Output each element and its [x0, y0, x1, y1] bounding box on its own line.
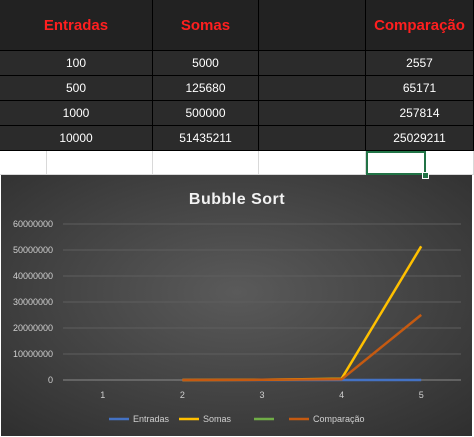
chart-svg: Bubble Sort 0 10000000 20000000 30000000 400…	[1, 175, 472, 436]
legend: Entradas Somas Comparação	[109, 414, 365, 424]
series-lines	[182, 245, 423, 382]
grid-lines	[63, 223, 461, 381]
legend-label: Comparação	[313, 414, 365, 424]
y-tick-label: 40000000	[13, 271, 53, 281]
table-cell[interactable]: 500000	[153, 101, 259, 126]
header-cell-empty[interactable]	[259, 0, 366, 51]
y-axis-labels: 0 10000000 20000000 30000000 40000000 5000000…	[13, 219, 53, 385]
table-cell[interactable]: 65171	[366, 76, 474, 101]
table-cell[interactable]: 5000	[153, 51, 259, 76]
y-tick-label: 20000000	[13, 323, 53, 333]
line-chart[interactable]: Bubble Sort 0 10000000 20000000 30000000 400…	[1, 175, 472, 436]
table-cell[interactable]: 500	[0, 76, 153, 101]
spreadsheet-grid: Entradas Somas Comparação 100 5000 2557 …	[0, 0, 474, 179]
chart-title: Bubble Sort	[189, 191, 285, 208]
table-cell[interactable]: 100	[0, 51, 153, 76]
empty-cell[interactable]	[153, 151, 259, 175]
header-cell-entradas[interactable]: Entradas	[0, 0, 153, 51]
x-tick-label: 2	[180, 390, 185, 400]
x-tick-label: 1	[100, 390, 105, 400]
y-tick-label: 0	[48, 375, 53, 385]
table-cell[interactable]	[259, 51, 366, 76]
y-tick-label: 50000000	[13, 245, 53, 255]
header-cell-somas[interactable]: Somas	[153, 0, 259, 51]
table-cell[interactable]	[259, 126, 366, 151]
y-tick-label: 10000000	[13, 349, 53, 359]
legend-label: Entradas	[133, 414, 170, 424]
chart-background	[1, 175, 472, 436]
x-tick-label: 5	[419, 390, 424, 400]
empty-cell[interactable]	[0, 151, 47, 175]
empty-cell[interactable]	[47, 151, 153, 175]
table-cell[interactable]: 125680	[153, 76, 259, 101]
x-tick-label: 3	[259, 390, 264, 400]
table-cell[interactable]	[259, 76, 366, 101]
fill-handle[interactable]	[422, 172, 429, 179]
y-tick-label: 60000000	[13, 219, 53, 229]
header-cell-comparacao[interactable]: Comparação	[366, 0, 474, 51]
selected-cell[interactable]	[366, 151, 426, 175]
table-cell[interactable]: 51435211	[153, 126, 259, 151]
x-axis-labels: 1 2 3 4 5	[100, 390, 423, 400]
table-cell[interactable]: 2557	[366, 51, 474, 76]
legend-label: Somas	[203, 414, 232, 424]
empty-cell[interactable]	[259, 151, 366, 175]
table-cell[interactable]: 1000	[0, 101, 153, 126]
table-cell[interactable]: 25029211	[366, 126, 474, 151]
table-cell[interactable]	[259, 101, 366, 126]
table-cell[interactable]: 10000	[0, 126, 153, 151]
empty-cell[interactable]	[426, 151, 474, 175]
series-line	[182, 313, 422, 382]
x-tick-label: 4	[339, 390, 344, 400]
table-cell[interactable]: 257814	[366, 101, 474, 126]
y-tick-label: 30000000	[13, 297, 53, 307]
